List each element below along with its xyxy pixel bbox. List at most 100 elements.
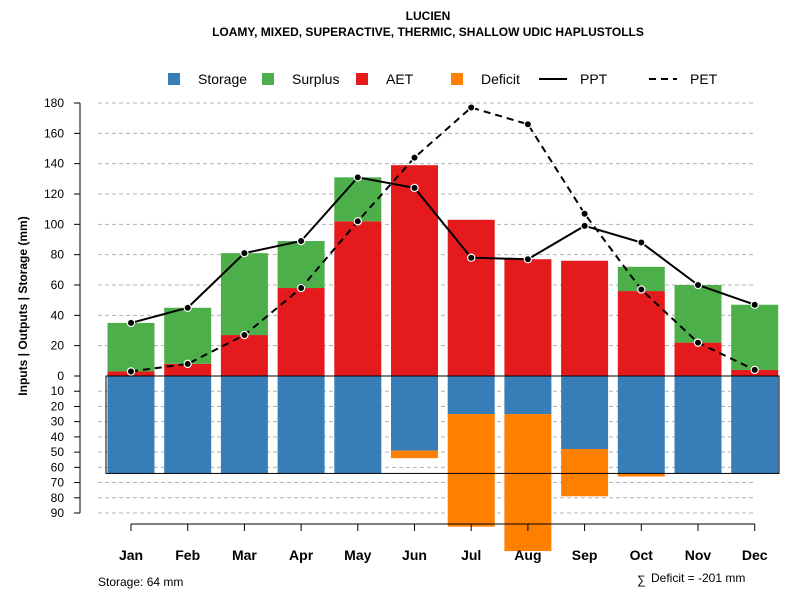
pet-point-may <box>353 217 362 226</box>
surplus-bar-apr <box>277 241 325 289</box>
y-tick-label: 10 <box>51 384 65 398</box>
pet-point-nov <box>693 338 703 347</box>
pet-point-jan <box>126 367 136 376</box>
legend-label-surplus: Surplus <box>292 71 339 87</box>
deficit-bar-jul <box>447 414 495 527</box>
storage-bar-jan <box>107 376 155 474</box>
ppt-point-dec <box>750 300 759 309</box>
chart-subtitle: LOAMY, MIXED, SUPERACTIVE, THERMIC, SHAL… <box>212 25 644 39</box>
ppt-point-jul <box>467 253 476 262</box>
y-tick-label: 180 <box>44 96 64 110</box>
legend-label-ppt: PPT <box>580 71 608 87</box>
pet-point-dec <box>750 365 759 375</box>
surplus-bar-may <box>334 177 382 222</box>
y-tick-label: 60 <box>51 278 65 292</box>
storage-bar-jul <box>447 376 495 415</box>
storage-bar-oct <box>617 376 665 474</box>
ppt-point-nov <box>693 280 703 290</box>
deficit-bar-oct <box>617 473 665 477</box>
pet-point-mar <box>240 330 249 340</box>
y-tick-label: 60 <box>51 460 65 474</box>
surplus-bar-feb <box>164 307 212 364</box>
chart-title: LUCIEN <box>406 9 451 23</box>
aet-bar-apr <box>277 288 325 376</box>
storage-bar-apr <box>277 376 325 474</box>
y-tick-label: 70 <box>51 476 65 490</box>
aet-bar-nov <box>674 342 722 376</box>
x-tick-label-jul: Jul <box>461 547 481 563</box>
deficit-bar-sep <box>561 449 609 497</box>
storage-bar-aug <box>504 376 552 415</box>
pet-line <box>130 106 756 373</box>
bars <box>105 165 780 552</box>
y-tick-label: 50 <box>51 445 65 459</box>
storage-bar-jun <box>391 376 438 451</box>
surplus-bar-nov <box>674 285 722 343</box>
series-lines <box>126 103 759 376</box>
pet-point-jul <box>467 103 476 112</box>
ppt-point-aug <box>523 255 533 264</box>
x-tick-label-sep: Sep <box>572 547 598 563</box>
ppt-point-feb <box>183 303 192 312</box>
y-tick-label: 20 <box>51 399 65 413</box>
legend-label-aet: AET <box>386 71 414 87</box>
x-tick-label-jan: Jan <box>119 547 143 563</box>
storage-note: Storage: 64 mm <box>98 575 183 589</box>
ppt-point-jan <box>126 318 136 328</box>
x-axis: Jan Feb Mar Apr May Jun Jul Aug Sep Oct Nov Dec <box>119 523 768 563</box>
storage-bar-nov <box>674 376 722 474</box>
storage-capacity-box <box>105 375 780 474</box>
x-tick-label-aug: Aug <box>514 547 541 563</box>
storage-bar-mar <box>220 376 268 474</box>
legend-label-pet: PET <box>690 71 718 87</box>
x-tick-label-dec: Dec <box>742 547 768 563</box>
y-tick-label: 40 <box>51 308 65 322</box>
pet-point-oct <box>637 285 646 294</box>
aet-bar-feb <box>164 363 212 376</box>
ppt-point-apr <box>296 236 306 246</box>
pet-point-sep <box>580 209 589 218</box>
x-tick-label-apr: Apr <box>289 547 314 563</box>
x-tick-label-oct: Oct <box>630 547 654 563</box>
x-tick-label-mar: Mar <box>232 547 257 563</box>
y-tick-label: 30 <box>51 415 65 429</box>
surplus-bar-dec <box>731 304 779 370</box>
aet-bar-sep <box>561 260 609 376</box>
legend-swatch-storage <box>168 73 180 85</box>
pet-point-jun <box>410 153 419 162</box>
y-tick-label: 80 <box>51 491 65 505</box>
legend-swatch-surplus <box>262 73 274 85</box>
y-tick-label: 120 <box>44 187 64 201</box>
storage-bar-may <box>334 376 382 474</box>
y-tick-label: 100 <box>44 217 64 231</box>
ppt-point-mar <box>240 248 249 258</box>
y-tick-label: 40 <box>51 430 65 444</box>
ppt-line <box>130 176 756 324</box>
y-axis: 0204060801001201401601801020304050607080… <box>44 96 81 520</box>
ppt-point-may <box>353 173 362 182</box>
x-tick-label-jun: Jun <box>402 547 427 563</box>
ppt-point-sep <box>580 221 589 231</box>
ppt-point-jun <box>410 183 419 193</box>
storage-bar-sep <box>561 376 609 450</box>
surplus-bar-mar <box>220 253 268 336</box>
y-tick-label: 0 <box>57 369 64 383</box>
pet-point-aug <box>523 120 533 129</box>
y-tick-label: 80 <box>51 248 65 262</box>
deficit-bar-jun <box>391 450 438 459</box>
aet-bar-aug <box>504 259 552 376</box>
surplus-bar-jan <box>107 322 155 372</box>
legend-label-storage: Storage <box>198 71 247 87</box>
storage-bar-feb <box>164 376 212 474</box>
y-tick-label: 90 <box>51 506 65 520</box>
y-tick-label: 20 <box>51 339 65 353</box>
deficit-note: Deficit = -201 mm <box>651 571 745 585</box>
aet-bar-mar <box>220 335 268 376</box>
y-tick-label: 160 <box>44 126 64 140</box>
ppt-point-oct <box>637 238 646 247</box>
storage-bar-dec <box>731 376 779 474</box>
y-tick-label: 140 <box>44 157 64 171</box>
x-tick-label-may: May <box>344 547 371 563</box>
aet-bar-jul <box>447 219 495 376</box>
